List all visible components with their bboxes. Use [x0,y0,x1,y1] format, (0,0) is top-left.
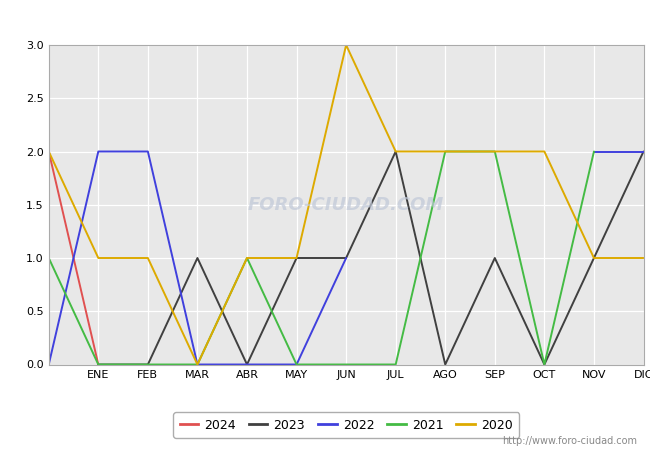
Legend: 2024, 2023, 2022, 2021, 2020: 2024, 2023, 2022, 2021, 2020 [174,412,519,438]
Text: http://www.foro-ciudad.com: http://www.foro-ciudad.com [502,436,637,446]
Text: FORO-CIUDAD.COM: FORO-CIUDAD.COM [248,196,444,214]
Text: Matriculaciones de Vehiculos en Monroy: Matriculaciones de Vehiculos en Monroy [159,11,491,29]
